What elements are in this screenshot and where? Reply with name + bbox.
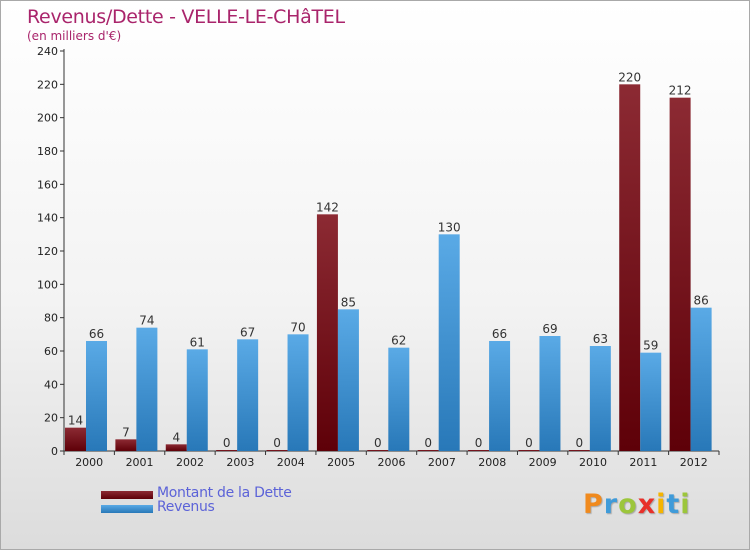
data-label: 74 [139, 314, 154, 328]
y-tick-label: 20 [44, 412, 58, 425]
bar-revenus [539, 336, 561, 451]
bar-revenus [136, 327, 158, 451]
data-label: 0 [525, 436, 533, 450]
data-label: 0 [475, 436, 483, 450]
brand-logo-letter: o [618, 489, 638, 520]
brand-logo-letter: x [637, 489, 657, 520]
bar-dette [468, 450, 490, 451]
x-tick-label: 2004 [277, 456, 305, 469]
data-label: 130 [438, 220, 461, 234]
bar-dette [216, 450, 238, 451]
y-tick-label: 220 [37, 78, 58, 91]
data-label: 69 [542, 322, 557, 336]
x-tick-label: 2005 [327, 456, 355, 469]
data-label: 0 [424, 436, 432, 450]
brand-logo-letter: t [666, 489, 681, 520]
data-label: 70 [290, 320, 305, 334]
x-tick-label: 2012 [680, 456, 708, 469]
x-tick-label: 2010 [579, 456, 607, 469]
y-tick-label: 180 [37, 145, 58, 158]
y-tick-label: 140 [37, 212, 58, 225]
data-label: 63 [593, 332, 608, 346]
data-label: 67 [240, 325, 255, 339]
legend-swatch-revenus [101, 505, 153, 513]
bar-revenus [388, 347, 410, 451]
y-tick-label: 80 [44, 312, 58, 325]
y-tick-label: 160 [37, 178, 58, 191]
data-label: 220 [618, 70, 641, 84]
x-tick-label: 2011 [629, 456, 657, 469]
bar-revenus [690, 307, 712, 451]
data-label: 66 [492, 327, 507, 341]
y-tick-label: 60 [44, 345, 58, 358]
data-label: 62 [391, 334, 406, 348]
bar-dette [165, 444, 187, 451]
bar-dette [367, 450, 389, 451]
legend-swatch-dette [101, 491, 153, 499]
data-label: 7 [122, 425, 130, 439]
bar-dette [417, 450, 439, 451]
data-label: 86 [693, 294, 708, 308]
data-label: 142 [316, 200, 339, 214]
y-tick-label: 0 [51, 445, 58, 458]
bar-dette [266, 450, 288, 451]
x-tick-label: 2006 [378, 456, 406, 469]
bar-revenus [86, 341, 107, 451]
brand-logo-letter: i [680, 489, 691, 520]
data-label: 0 [576, 436, 584, 450]
y-tick-label: 240 [37, 45, 58, 58]
bar-revenus [438, 234, 460, 451]
x-tick-label: 2009 [529, 456, 557, 469]
data-label: 212 [669, 84, 692, 98]
bar-dette [669, 97, 691, 452]
y-tick-label: 40 [44, 378, 58, 391]
data-label: 66 [89, 327, 104, 341]
bar-dette [65, 427, 86, 451]
bar-revenus [237, 339, 259, 451]
y-tick-label: 200 [37, 112, 58, 125]
bar-revenus [287, 334, 309, 451]
bar-dette [518, 450, 540, 451]
brand-logo-letter: P [583, 489, 604, 520]
legend-label-dette: Montant de la Dette [157, 485, 292, 501]
x-tick-label: 2001 [126, 456, 154, 469]
brand-logo: Proxiti [583, 489, 691, 520]
x-tick-label: 2000 [75, 456, 103, 469]
chart-subtitle: (en milliers d'€) [27, 29, 122, 43]
x-tick-label: 2002 [176, 456, 204, 469]
brand-logo-letter: r [603, 489, 619, 520]
bar-revenus [640, 352, 662, 451]
legend-label-revenus: Revenus [157, 499, 215, 515]
chart-title: Revenus/Dette - VELLE-LE-CHâTEL [27, 6, 345, 28]
bar-revenus [489, 341, 511, 451]
data-label: 0 [223, 436, 231, 450]
data-label: 0 [374, 436, 382, 450]
x-tick-label: 2007 [428, 456, 456, 469]
bar-revenus [186, 349, 208, 451]
data-label: 85 [341, 295, 356, 309]
y-tick-label: 120 [37, 245, 58, 258]
data-label: 14 [68, 414, 83, 428]
bar-dette [316, 214, 338, 451]
y-tick-label: 100 [37, 278, 58, 291]
x-tick-label: 2008 [478, 456, 506, 469]
bar-dette [619, 84, 641, 451]
brand-logo-letter: i [656, 489, 667, 520]
bar-revenus [337, 309, 359, 451]
x-tick-label: 2003 [226, 456, 254, 469]
data-label: 59 [643, 339, 658, 353]
data-label: 61 [190, 335, 205, 349]
bar-dette [115, 439, 137, 451]
bar-dette [568, 450, 590, 451]
bars [65, 84, 712, 452]
data-label: 0 [273, 436, 281, 450]
data-label: 4 [172, 430, 180, 444]
bar-revenus [589, 346, 611, 451]
